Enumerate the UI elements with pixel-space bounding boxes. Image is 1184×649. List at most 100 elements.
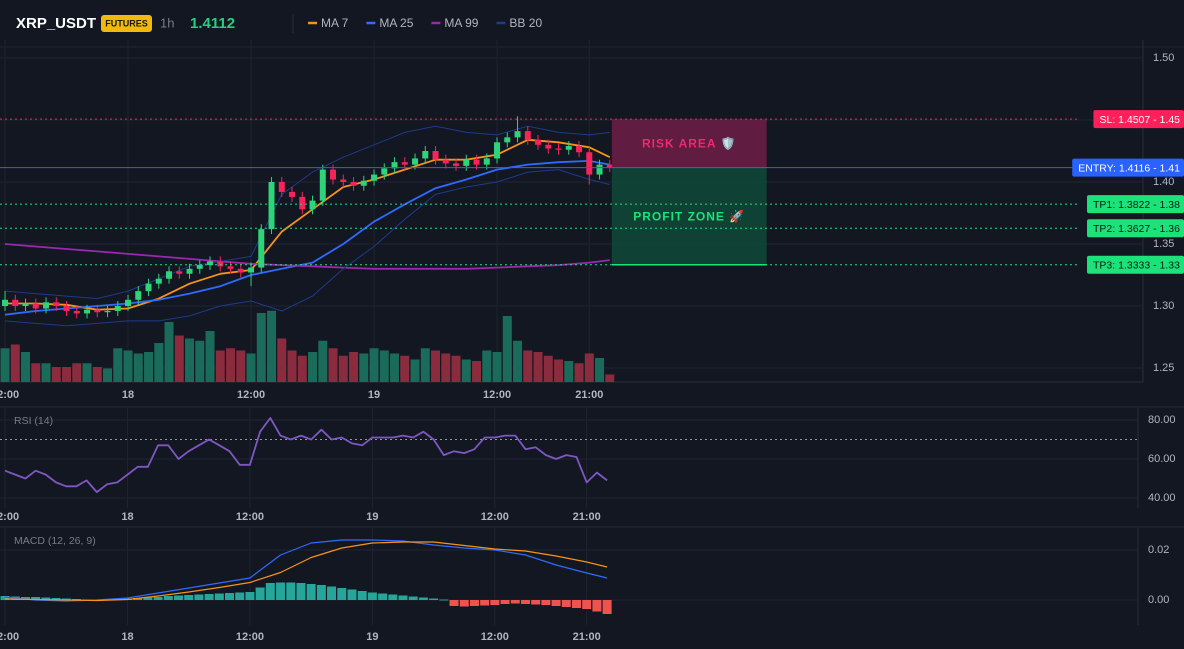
candle-body: [94, 309, 101, 313]
volume-bar: [410, 359, 420, 382]
volume-bar: [420, 348, 430, 382]
candle-body: [53, 302, 60, 307]
candle-body: [176, 271, 183, 274]
panel-title: MACD (12, 26, 9): [14, 535, 96, 547]
candle-body: [289, 191, 296, 197]
macd-line: [4, 539, 608, 602]
volume-bar: [308, 352, 318, 382]
level-label-bg: [1087, 195, 1184, 214]
volume-bar: [379, 350, 389, 382]
candle-body: [350, 182, 357, 186]
histogram-bar: [265, 583, 275, 600]
volume-bar: [584, 353, 594, 382]
candle-body: [381, 168, 388, 175]
y-tick-label: 1.30: [1153, 300, 1174, 312]
candle-body: [217, 261, 224, 267]
level-label: TP2: 1.3627 - 1.36: [1093, 223, 1180, 235]
histogram-bar: [133, 598, 143, 600]
histogram-bar: [469, 600, 479, 606]
level-label: TP3: 1.3333 - 1.33: [1093, 259, 1180, 271]
histogram-bar: [327, 586, 337, 600]
candle-body: [473, 159, 480, 165]
candle-body: [84, 309, 91, 314]
y-tick-label: 1.40: [1153, 176, 1174, 188]
candle-body: [248, 267, 255, 273]
histogram-bar: [357, 591, 367, 600]
histogram-bar: [214, 593, 224, 600]
candle-body: [227, 266, 234, 269]
volume-bar: [226, 348, 236, 382]
histogram-bar: [61, 598, 71, 600]
histogram-bar: [520, 600, 530, 604]
candle-body: [135, 291, 142, 300]
histogram-bar: [204, 594, 214, 600]
symbol: XRP_USDT: [16, 15, 96, 32]
histogram-bar: [429, 598, 439, 600]
histogram-bar: [153, 597, 163, 600]
candle-body: [2, 299, 9, 307]
volume-bar: [297, 355, 307, 382]
volume-bar: [441, 353, 451, 382]
volume-bar: [246, 353, 256, 382]
histogram-bar: [71, 599, 81, 600]
zone-label: RISK AREA 🛡️: [642, 137, 736, 151]
volume-bar: [236, 350, 246, 382]
x-tick-label: 12:00: [236, 511, 264, 523]
histogram-bar: [51, 598, 61, 600]
indicator-line: [4, 160, 610, 316]
x-tick-label: 21:00: [573, 631, 601, 643]
histogram-bar: [418, 597, 428, 600]
histogram-bar: [602, 600, 612, 614]
x-tick-label: 21:00: [573, 511, 601, 523]
volume-bar: [554, 359, 564, 382]
candle-body: [545, 144, 552, 149]
candle-body: [453, 163, 460, 166]
candle-body: [463, 159, 470, 166]
candle-body: [155, 278, 162, 284]
volume-bar: [154, 343, 164, 382]
badge-bg: [101, 15, 152, 32]
x-tick-label: 12:00: [0, 511, 19, 523]
volume-bar: [267, 310, 277, 382]
volume-bar: [338, 355, 348, 382]
volume-bar: [164, 322, 174, 382]
volume-bar: [431, 350, 441, 382]
candle-body: [606, 164, 613, 168]
volume-bar: [574, 363, 584, 382]
candle-body: [535, 139, 542, 145]
histogram-bar: [592, 600, 602, 612]
candle-body: [237, 268, 244, 273]
histogram-bar: [541, 600, 551, 605]
volume-bar: [174, 335, 184, 382]
interval: 1h: [160, 15, 174, 30]
histogram-bar: [255, 587, 265, 600]
candle-body: [268, 182, 275, 230]
histogram-bar: [398, 595, 408, 600]
histogram-bar: [378, 593, 388, 600]
volume-bar: [564, 361, 574, 382]
candle-body: [166, 271, 173, 279]
volume-bar: [31, 363, 41, 382]
volume-bar: [103, 368, 113, 382]
histogram-bar: [296, 583, 306, 600]
y-tick-label: 1.25: [1153, 362, 1174, 374]
candle-body: [258, 229, 265, 268]
badge: FUTURES: [105, 18, 148, 28]
histogram-bar: [337, 588, 347, 600]
zone: [611, 119, 767, 168]
candle-body: [73, 310, 80, 314]
legend-label: BB 20: [509, 16, 542, 30]
x-tick-label: 12:00: [483, 389, 511, 401]
legend-label: MA 7: [321, 16, 349, 30]
volume-bar: [123, 350, 133, 382]
candle-body: [43, 302, 50, 309]
volume-bar: [195, 340, 205, 382]
histogram-bar: [306, 584, 316, 600]
histogram-bar: [184, 595, 194, 600]
candle-body: [207, 261, 214, 266]
candle-body: [330, 169, 337, 180]
candle-body: [401, 162, 408, 165]
histogram-bar: [173, 595, 183, 600]
candle-body: [422, 151, 429, 159]
x-tick-label: 12:00: [0, 389, 19, 401]
